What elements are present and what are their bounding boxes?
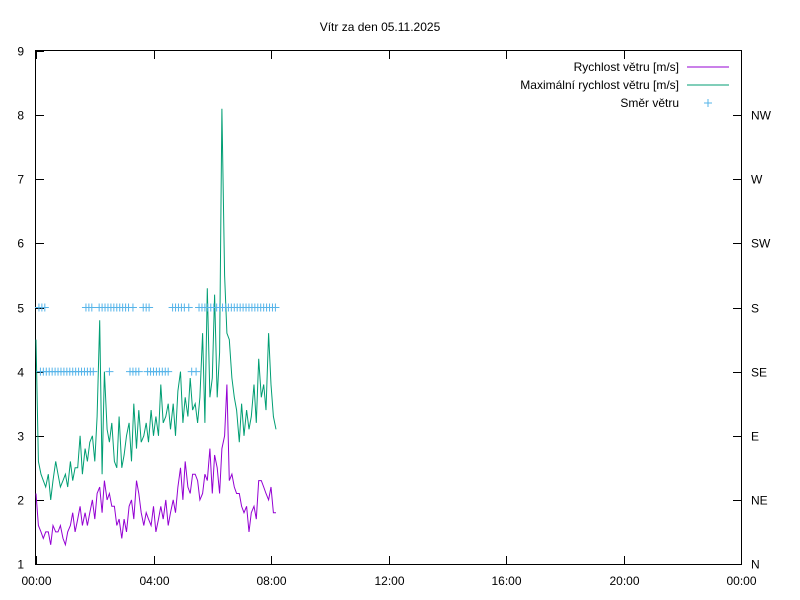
x-tick-label: 00:00 [726,574,756,588]
direction-point [184,303,193,312]
y-tick-label: 4 [17,366,24,380]
y2-tick-label: SW [751,237,771,251]
y2-tick-label: E [751,430,759,444]
series-line-0 [35,384,276,547]
y2-tick-label: NE [751,494,768,508]
y-tick-label: 7 [17,173,24,187]
direction-point [192,367,201,376]
y-tick-label: 3 [17,430,24,444]
legend-label: Směr větru [620,96,679,110]
y2-tick-label: NW [751,109,772,123]
direction-point [89,367,98,376]
y-tick-label: 6 [17,237,24,251]
series-1 [35,108,277,500]
direction-point [128,303,137,312]
x-tick-label: 00:00 [21,574,51,588]
x-tick-label: 08:00 [256,574,286,588]
y-tick-label: 8 [17,109,24,123]
chart-title: Vítr za den 05.11.2025 [320,20,441,34]
x-tick-label: 12:00 [374,574,404,588]
y2-tick-label: SE [751,366,767,380]
y2-tick-label: N [751,558,760,572]
direction-point [105,367,114,376]
y2-tick-label: W [751,173,763,187]
y-tick-label: 5 [17,302,24,316]
x-tick-label: 04:00 [139,574,169,588]
y-tick-label: 2 [17,494,24,508]
y-tick-label: 9 [17,45,24,59]
direction-point [271,303,280,312]
y2-tick-label: S [751,302,759,316]
direction-point [134,367,143,376]
series-line-1 [35,108,277,500]
x-tick-label: 16:00 [491,574,521,588]
legend: Rychlost větru [m/s] Maximální rychlost v… [520,60,729,110]
direction-point [87,303,96,312]
legend-label: Maximální rychlost větru [m/s] [520,78,679,92]
axes: 1 2 3 4 5 6 7 8 9 N NE E SE S SW W NW 00:00 04:00 08:00 12:0… [17,45,771,589]
legend-swatch-point [704,99,712,107]
direction-point [145,303,154,312]
plot-area [34,108,280,547]
direction-point [40,303,49,312]
x-tick-label: 20:00 [609,574,639,588]
legend-label: Rychlost větru [m/s] [574,60,679,74]
series-2 [34,303,280,376]
series-0 [35,384,276,547]
direction-point [164,367,173,376]
y-tick-label: 1 [17,558,24,572]
